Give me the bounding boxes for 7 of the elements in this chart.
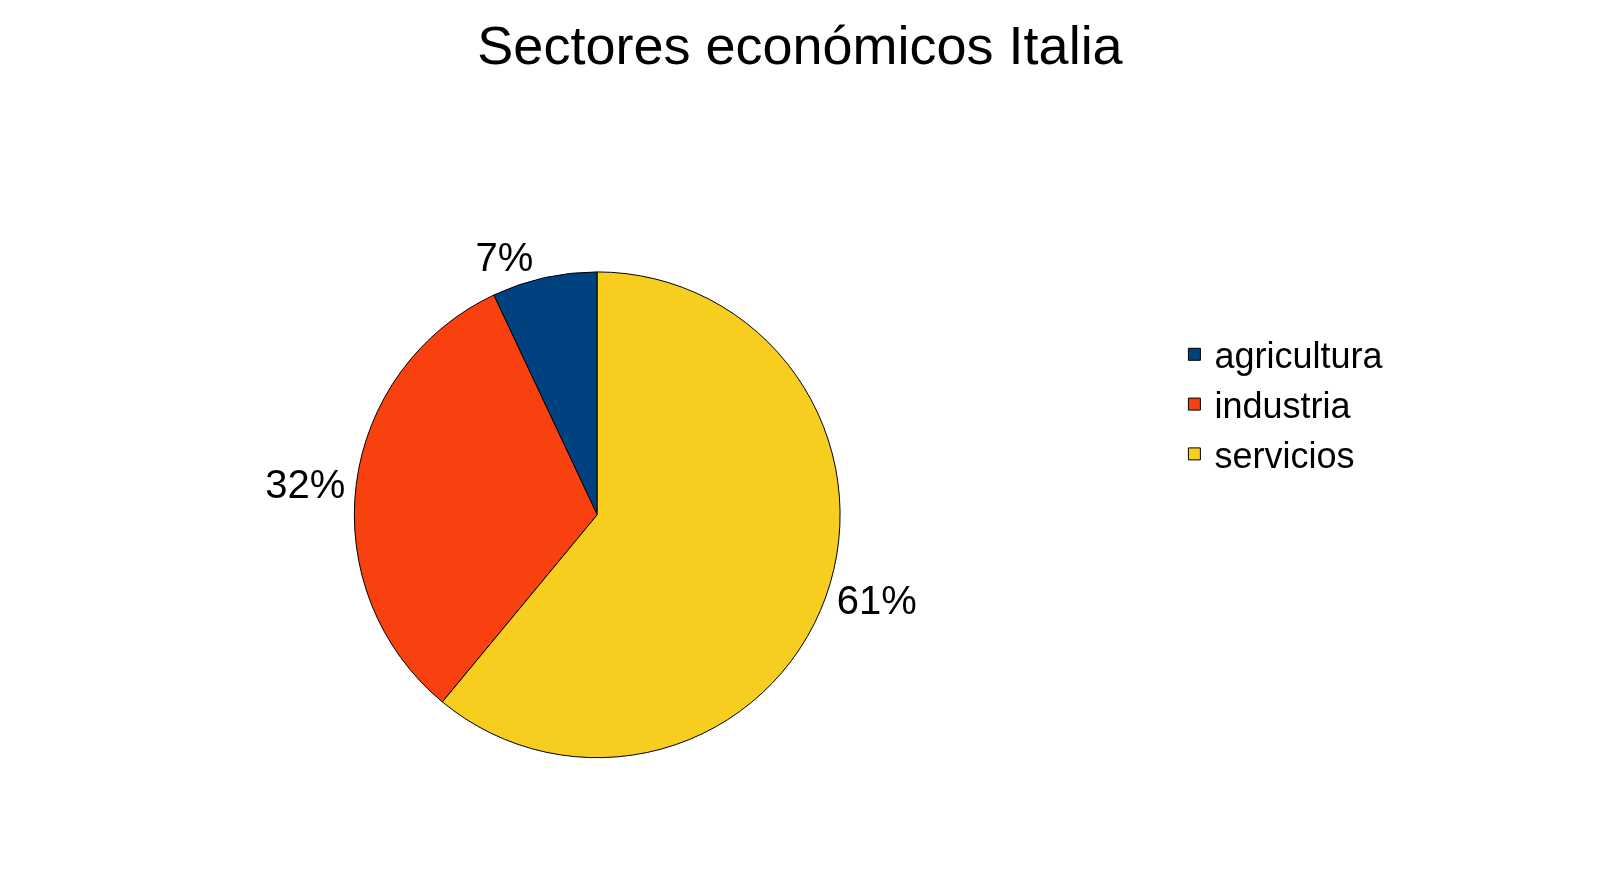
legend-label: industria: [1214, 385, 1352, 427]
data-label: 7%: [475, 234, 534, 279]
legend-label: agricultura: [1214, 335, 1384, 377]
legend-label: servicios: [1214, 434, 1355, 476]
chart-title: Sectores económicos Italia: [477, 15, 1124, 76]
data-label: 61%: [836, 577, 917, 622]
data-label: 32%: [265, 462, 346, 507]
